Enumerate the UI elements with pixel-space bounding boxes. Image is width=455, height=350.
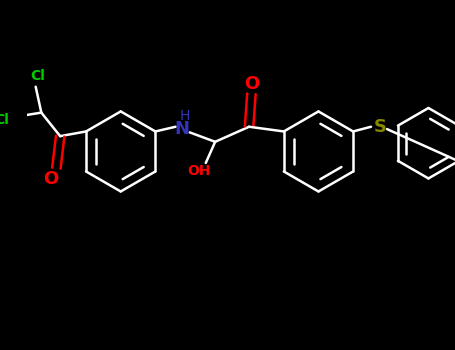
Text: Cl: Cl [0,113,9,127]
Text: O: O [244,75,259,93]
Text: O: O [43,169,58,188]
Text: OH: OH [187,164,211,178]
Text: Cl: Cl [30,69,46,83]
Text: H: H [180,110,190,124]
Text: S: S [374,118,387,136]
Text: N: N [175,120,190,138]
